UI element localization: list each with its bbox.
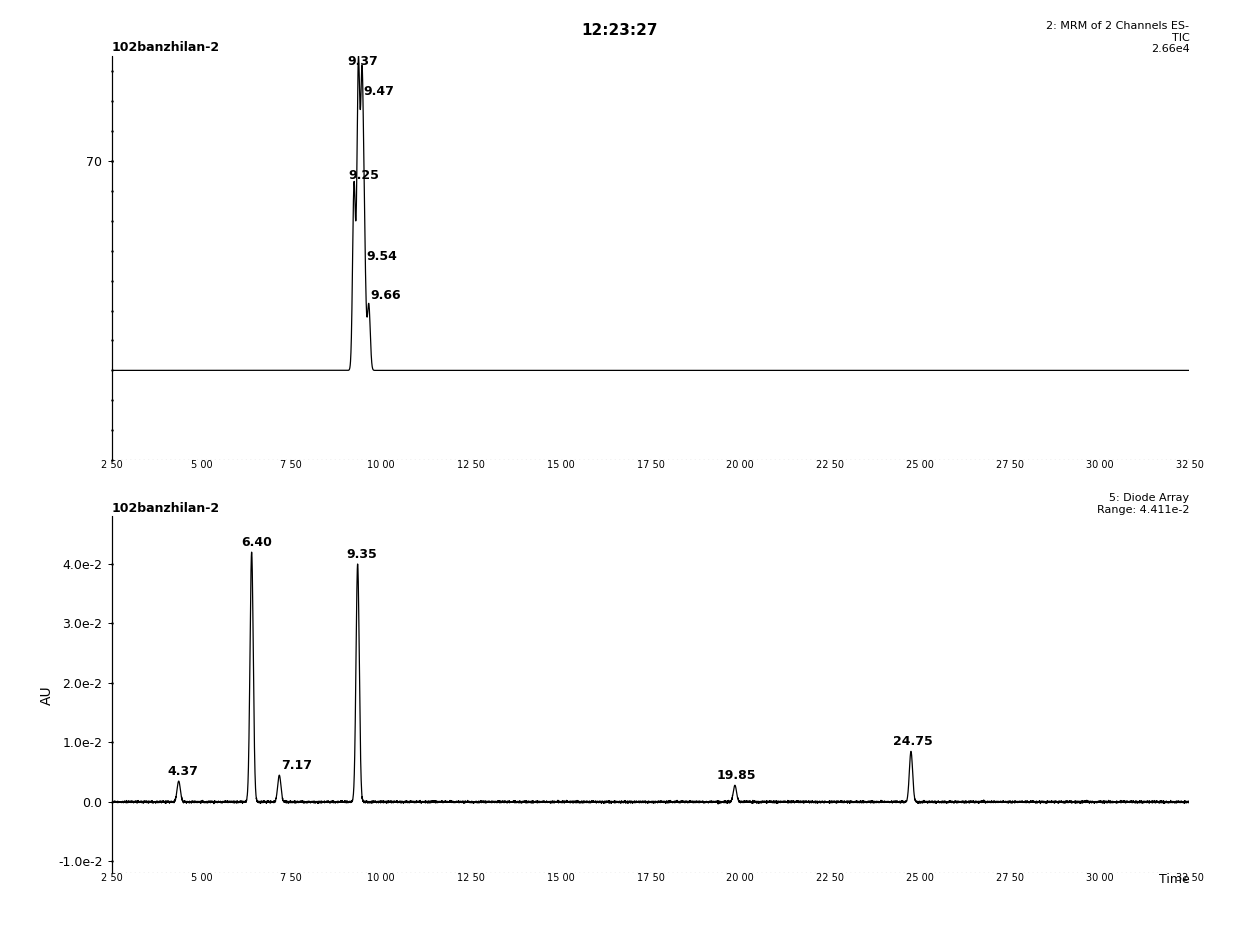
Text: 9.37: 9.37 xyxy=(348,55,378,69)
Text: 22 50: 22 50 xyxy=(817,873,844,884)
Text: 102banzhilan-2: 102banzhilan-2 xyxy=(112,41,219,54)
Text: 17 50: 17 50 xyxy=(637,460,664,470)
Text: 22 50: 22 50 xyxy=(817,460,844,470)
Text: 12 50: 12 50 xyxy=(457,460,484,470)
Text: 2 50: 2 50 xyxy=(100,460,123,470)
Text: 7.17: 7.17 xyxy=(281,759,312,772)
Text: 19.85: 19.85 xyxy=(717,769,757,782)
Text: 15 00: 15 00 xyxy=(546,873,575,884)
Text: 15 00: 15 00 xyxy=(546,460,575,470)
Text: 12:23:27: 12:23:27 xyxy=(581,23,658,38)
Text: 32 50: 32 50 xyxy=(1176,873,1203,884)
Text: 2: MRM of 2 Channels ES-
TIC
2.66e4: 2: MRM of 2 Channels ES- TIC 2.66e4 xyxy=(1047,21,1189,54)
Text: 32 50: 32 50 xyxy=(1176,460,1203,470)
Text: 2 50: 2 50 xyxy=(100,873,123,884)
Text: 9.54: 9.54 xyxy=(367,250,398,263)
Y-axis label: AU: AU xyxy=(40,685,53,704)
Text: 30 00: 30 00 xyxy=(1085,873,1114,884)
Text: 25 00: 25 00 xyxy=(906,873,934,884)
Text: 12 50: 12 50 xyxy=(457,873,484,884)
Text: 5 00: 5 00 xyxy=(191,873,212,884)
Text: 10 00: 10 00 xyxy=(367,873,395,884)
Text: 27 50: 27 50 xyxy=(996,460,1023,470)
Text: 7 50: 7 50 xyxy=(280,460,302,470)
Text: Time: Time xyxy=(1158,873,1189,886)
Text: 9.25: 9.25 xyxy=(348,169,379,182)
Text: 30 00: 30 00 xyxy=(1085,460,1114,470)
Text: 102banzhilan-2: 102banzhilan-2 xyxy=(112,501,219,515)
Text: 9.35: 9.35 xyxy=(347,548,378,561)
Text: 6.40: 6.40 xyxy=(240,536,271,549)
Text: 4.37: 4.37 xyxy=(169,765,198,778)
Text: 5 00: 5 00 xyxy=(191,460,212,470)
Text: 20 00: 20 00 xyxy=(726,873,755,884)
Text: 5: Diode Array
Range: 4.411e-2: 5: Diode Array Range: 4.411e-2 xyxy=(1097,493,1189,515)
Text: 25 00: 25 00 xyxy=(906,460,934,470)
Text: 20 00: 20 00 xyxy=(726,460,755,470)
Text: 24.75: 24.75 xyxy=(893,735,933,748)
Text: 10 00: 10 00 xyxy=(367,460,395,470)
Text: 27 50: 27 50 xyxy=(996,873,1023,884)
Text: 9.66: 9.66 xyxy=(370,288,401,301)
Text: 7 50: 7 50 xyxy=(280,873,302,884)
Text: 9.47: 9.47 xyxy=(364,85,394,99)
Text: 17 50: 17 50 xyxy=(637,873,664,884)
